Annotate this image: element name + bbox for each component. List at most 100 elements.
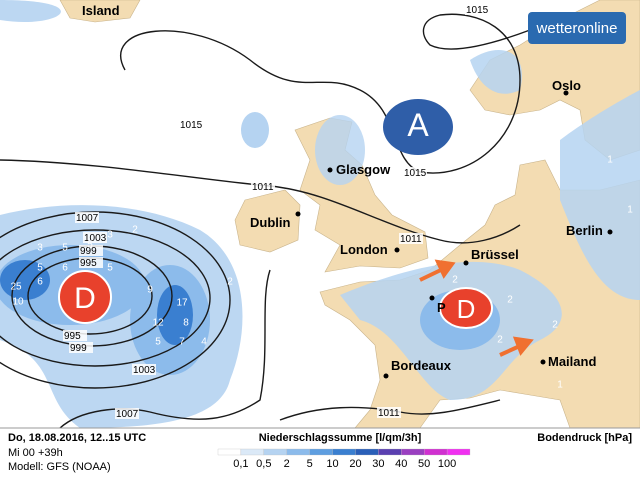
- city-dot: [607, 229, 613, 235]
- isobar-label-bg: [79, 257, 103, 268]
- precipitation-label: 2: [227, 277, 233, 288]
- footer-run: Mi 00 +39h: [8, 447, 63, 459]
- isobar-label: 1015: [180, 120, 203, 131]
- isobar-label-bg: [179, 119, 203, 130]
- legend-label: 10: [326, 458, 338, 470]
- pressure-unit: Bodendruck [hPa]: [537, 432, 632, 444]
- city-label: Island: [82, 3, 120, 18]
- precipitation-label: 2: [552, 320, 558, 331]
- legend-label: 50: [418, 458, 430, 470]
- wind-arrows: [419, 259, 534, 357]
- precipitation-label: 10: [12, 297, 24, 308]
- legend-swatch: [424, 448, 448, 456]
- precipitation-label: 2: [452, 275, 458, 286]
- isobar-label: 1011: [378, 408, 400, 419]
- rain-area: [157, 285, 193, 345]
- legend-label: 20: [349, 458, 361, 470]
- legend: 0,1 0,5 2 5 10 20 30 40 50 100: [217, 448, 471, 470]
- city-label: London: [340, 242, 388, 257]
- rain-area: [241, 112, 269, 148]
- legend-label: 100: [438, 458, 456, 470]
- precipitation-label: 2: [132, 225, 138, 236]
- ireland: [234, 189, 301, 253]
- isobar-label-bg: [132, 364, 156, 375]
- precipitation-label: 5: [87, 240, 93, 251]
- isobar-label-bg: [69, 342, 93, 353]
- isobar-label: 1015: [404, 168, 427, 179]
- city-dot: [383, 373, 389, 379]
- precipitation-label: 6: [62, 263, 68, 274]
- city-dot: [463, 260, 469, 266]
- precipitation-label: 25: [10, 282, 22, 293]
- precipitation-label: 1: [627, 205, 633, 216]
- legend-label: 40: [395, 458, 407, 470]
- footer-model: Modell: GFS (NOAA): [8, 461, 111, 473]
- legend-swatch: [355, 448, 379, 456]
- city-label: P: [437, 300, 446, 315]
- legend-swatch: [332, 448, 356, 456]
- legend-label: 30: [372, 458, 384, 470]
- precipitation-label: 4: [201, 337, 207, 348]
- isobar-label: 1007: [116, 409, 139, 420]
- isobar: [59, 269, 271, 429]
- pressure-center-label: D: [457, 294, 476, 324]
- logo-box: [528, 12, 626, 44]
- precipitation-label: 3: [107, 230, 113, 241]
- isobar-label: 1003: [133, 365, 156, 376]
- low-marker: [58, 270, 112, 324]
- precipitation-label: 1: [607, 155, 613, 166]
- isobar-label-bg: [251, 181, 275, 192]
- precipitation-label: 5: [107, 263, 113, 274]
- isobar-label: 999: [80, 246, 97, 257]
- legend-swatch: [263, 448, 287, 456]
- city-label: Oslo: [552, 78, 581, 93]
- city-label: Berlin: [566, 223, 603, 238]
- isobar-label-bg: [63, 330, 87, 341]
- precipitation-label: 12: [152, 318, 164, 329]
- city-dot: [327, 167, 333, 173]
- rain-area: [470, 50, 522, 94]
- city-dot: [394, 247, 400, 253]
- legend-label: 0,5: [256, 458, 271, 470]
- isobar-label: 995: [80, 258, 97, 269]
- legend-label: 5: [307, 458, 313, 470]
- precipitation-label: 17: [176, 298, 188, 309]
- isobar-label-bg: [377, 407, 401, 418]
- legend-swatch: [309, 448, 333, 456]
- isobar-label: 1011: [400, 234, 422, 245]
- precipitation-label: 5: [62, 243, 68, 254]
- legend-swatch: [217, 448, 242, 456]
- legend-title: Niederschlagssumme [l/qm/3h]: [259, 432, 422, 444]
- precipitation-label: 7: [179, 337, 185, 348]
- isobar-label-bg: [115, 408, 139, 419]
- isobar-label: 995: [64, 331, 81, 342]
- isobar-label-bg: [83, 232, 107, 243]
- arrow-head: [434, 259, 456, 279]
- footer-date: Do, 18.08.2016, 12..15 UTC: [8, 432, 146, 444]
- legend-swatch: [401, 448, 425, 456]
- isobar-label: 1003: [84, 233, 107, 244]
- precipitation-label: 8: [183, 318, 189, 329]
- city-dot: [429, 295, 435, 301]
- legend-swatch: [240, 448, 264, 456]
- city-label: Glasgow: [336, 162, 391, 177]
- isobar-label: 999: [70, 343, 87, 354]
- city-label: Brüssel: [471, 247, 519, 262]
- isobar-label-bg: [75, 212, 99, 223]
- isobar-label-bg: [79, 245, 103, 256]
- city-dot: [295, 211, 301, 217]
- legend-swatch: [446, 448, 471, 456]
- precipitation-label: 5: [37, 263, 43, 274]
- precipitation-label: 2: [497, 335, 503, 346]
- precipitation-label: 5: [155, 337, 161, 348]
- high-marker: [383, 99, 453, 155]
- rain-area: [560, 90, 640, 300]
- precipitation-label: 9: [147, 285, 153, 296]
- city-label: Bordeaux: [391, 358, 452, 373]
- isobar: [120, 13, 531, 174]
- precipitation-label: 3: [37, 243, 43, 254]
- city-label: Dublin: [250, 215, 290, 230]
- isobar: [0, 159, 521, 244]
